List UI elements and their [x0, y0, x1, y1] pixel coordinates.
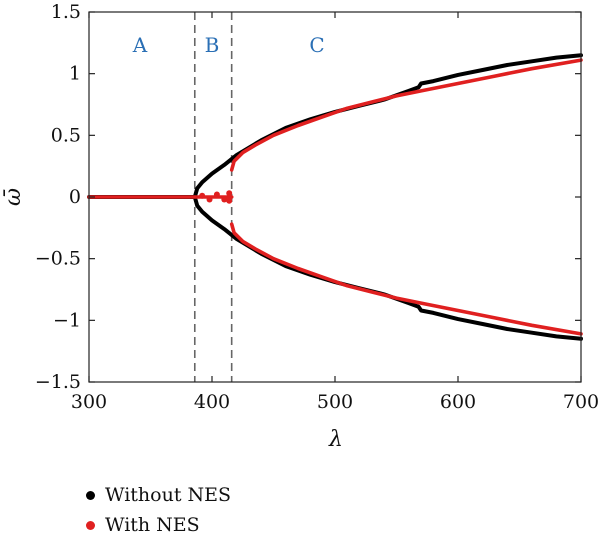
series-without-nes-branch-3 [192, 195, 583, 341]
y-tick-label: 0 [69, 186, 81, 208]
x-tick-label: 500 [317, 391, 353, 413]
with-nes-transient-point [226, 190, 233, 197]
series-without-nes-branch-2 [192, 53, 583, 199]
series-layer [87, 53, 583, 341]
x-tick-label: 400 [194, 391, 230, 413]
series-with-nes-branch-3 [229, 222, 583, 336]
with-nes-transient-point [206, 196, 213, 203]
region-label-c: C [309, 33, 324, 57]
legend: Without NES With NES [86, 480, 231, 540]
with-nes-transient-point [226, 197, 233, 204]
x-tick-label: 700 [563, 391, 599, 413]
y-tick-label: 1 [69, 63, 81, 85]
legend-item-without-nes: Without NES [86, 480, 231, 510]
axes-layer: 300 400 500 600 700 1.5 1 0.5 0 −0.5 −1 −1.5 [35, 1, 599, 413]
y-tick-label: 1.5 [51, 1, 81, 23]
with-nes-transient-point [221, 196, 228, 203]
y-tick-label: −0.5 [35, 248, 81, 270]
y-tick-label: 0.5 [51, 124, 81, 146]
legend-label-without-nes: Without NES [105, 484, 232, 506]
x-tick-label: 300 [71, 391, 107, 413]
y-axis-label: ω̄ [1, 188, 26, 206]
series-with-nes-branch-2 [229, 58, 583, 172]
legend-label-with-nes: With NES [105, 514, 200, 536]
region-label-b: B [205, 33, 220, 57]
with-nes-transient-point [199, 192, 206, 199]
x-tick-label: 600 [440, 391, 476, 413]
x-axis-label: λ [328, 427, 343, 452]
legend-item-with-nes: With NES [86, 510, 231, 540]
legend-marker-without-nes [86, 490, 95, 500]
y-tick-label: −1 [53, 309, 81, 331]
with-nes-transient-point [213, 191, 220, 198]
y-tick-label: −1.5 [35, 371, 81, 393]
legend-marker-with-nes [86, 520, 95, 530]
region-label-a: A [132, 33, 148, 57]
